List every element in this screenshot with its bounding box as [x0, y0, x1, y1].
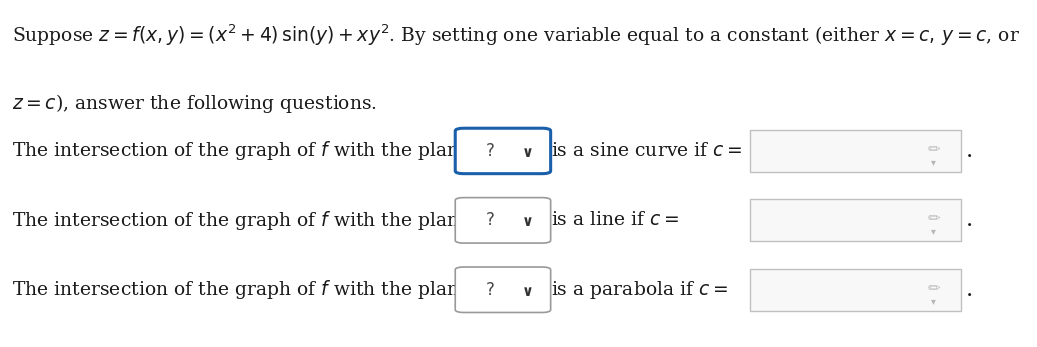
- Text: ?: ?: [485, 142, 495, 160]
- Text: The intersection of the graph of $f$ with the plane: The intersection of the graph of $f$ wit…: [12, 139, 471, 162]
- Text: ∨: ∨: [523, 284, 534, 299]
- Text: $z = c$), answer the following questions.: $z = c$), answer the following questions…: [12, 92, 377, 115]
- FancyBboxPatch shape: [750, 269, 961, 311]
- Text: .: .: [965, 209, 973, 231]
- Text: .: .: [965, 140, 973, 162]
- Text: ▾: ▾: [931, 296, 936, 306]
- Text: ?: ?: [485, 281, 495, 299]
- Text: ?: ?: [485, 211, 495, 229]
- Text: The intersection of the graph of $f$ with the plane: The intersection of the graph of $f$ wit…: [12, 209, 471, 232]
- FancyBboxPatch shape: [455, 267, 551, 312]
- Text: ✏: ✏: [927, 142, 940, 157]
- FancyBboxPatch shape: [750, 130, 961, 172]
- FancyBboxPatch shape: [455, 198, 551, 243]
- Text: .: .: [965, 279, 973, 301]
- Text: ✏: ✏: [927, 211, 940, 226]
- Text: ▾: ▾: [931, 157, 936, 167]
- Text: is a line if $c = $: is a line if $c = $: [551, 211, 679, 229]
- Text: ∨: ∨: [523, 145, 534, 160]
- FancyBboxPatch shape: [750, 199, 961, 242]
- Text: is a parabola if $c = $: is a parabola if $c = $: [551, 279, 728, 301]
- Text: is a sine curve if $c = $: is a sine curve if $c = $: [551, 142, 741, 160]
- FancyBboxPatch shape: [455, 128, 551, 174]
- Text: ∨: ∨: [523, 214, 534, 229]
- Text: The intersection of the graph of $f$ with the plane: The intersection of the graph of $f$ wit…: [12, 278, 471, 301]
- Text: Suppose $z = f(x, y) = (x^2 + 4)\,\sin(y) + xy^2$. By setting one variable equal: Suppose $z = f(x, y) = (x^2 + 4)\,\sin(y…: [12, 23, 1020, 48]
- Text: ✏: ✏: [927, 281, 940, 296]
- Text: ▾: ▾: [931, 227, 936, 237]
